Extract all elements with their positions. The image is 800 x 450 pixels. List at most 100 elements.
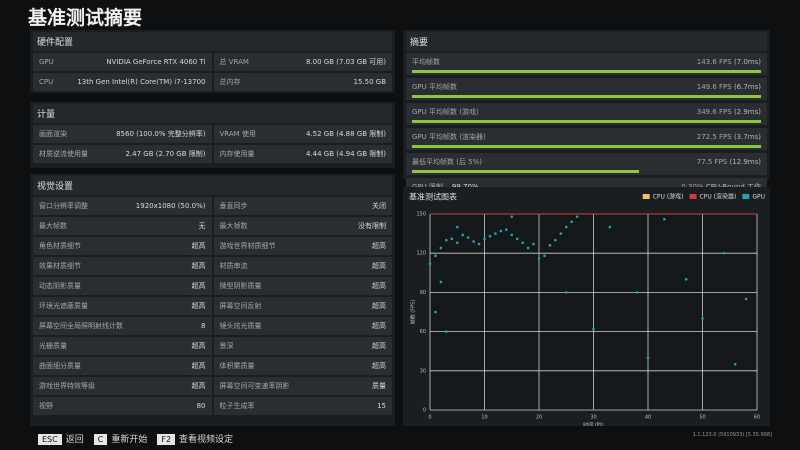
data-point (723, 251, 726, 255)
setting-label: 体积雾质量 (219, 362, 255, 370)
setting-value: 超高 (191, 342, 206, 350)
setting: 光栅质量 超高 (33, 337, 212, 355)
data-point (499, 229, 503, 233)
data-point (548, 244, 552, 247)
data-point (439, 280, 443, 284)
data-point (472, 240, 475, 243)
setting-value: 没有限制 (358, 222, 386, 230)
setting-value: 8.00 GB (7.03 GB 可用) (306, 58, 386, 66)
key: F2 (157, 434, 176, 445)
legend-label: GPU (752, 194, 765, 201)
row: 窗口分辨率调整 1920x1080 (50.0%) 垂直同步 关闭 (33, 197, 392, 215)
summary-line: 平均帧数 143.6 FPS (7.0ms) (412, 56, 761, 67)
data-point (434, 310, 437, 314)
setting-value: 超高 (372, 282, 386, 290)
setting: 总内存 15.50 GB (213, 73, 392, 91)
x-axis-label: 时间 (秒) (583, 422, 604, 427)
key-label: 查看视频设定 (179, 435, 234, 445)
row: 效果材质细节 超高 材质串流 超高 (33, 257, 392, 275)
setting-label: 画面渲染 (39, 130, 67, 138)
fps-bar (412, 95, 761, 98)
panel-title: 硬件配置 (33, 32, 392, 51)
row: 环境光遮蔽质量 超高 屏幕空间反射 超高 (33, 297, 392, 315)
summary-line: GPU 平均帧数 149.6 FPS (6.7ms) (412, 81, 761, 92)
data-point (537, 257, 541, 260)
data-point (575, 215, 579, 218)
setting: 屏幕空间反射 超高 (213, 297, 392, 315)
row: 屏幕空间全局照明射线计数 8 镜头炫光质量 超高 (33, 317, 392, 335)
legend-swatch (642, 194, 650, 199)
frame-time: (3.7ms) (733, 132, 761, 141)
value-group: 349.6 FPS (2.9ms) (697, 108, 761, 116)
key-label: 返回 (65, 435, 84, 445)
legend-label: CPU (游戏) (653, 193, 684, 201)
key-hint: C 重新开始 (93, 432, 148, 445)
setting-label: 光栅质量 (39, 342, 67, 350)
setting: 材质串流 超高 (213, 257, 392, 275)
row: 视野 80 粒子生成率 15 (33, 397, 392, 415)
data-point (466, 236, 470, 239)
footer: ESC 返回 C 重新开始 F2 查看视频设定 (38, 432, 233, 445)
data-point (477, 242, 481, 246)
data-point (608, 225, 612, 229)
hardware-panel: 硬件配置 GPU NVIDIA GeForce RTX 4060 Ti 总 VRAM… (30, 30, 395, 93)
setting-label: 游戏世界特效等级 (39, 382, 95, 390)
key-hint: F2 查看视频设定 (157, 432, 233, 445)
row: 最大帧数 无 最大帧数 没有限制 (33, 217, 392, 235)
rows: GPU NVIDIA GeForce RTX 4060 Ti 总 VRAM 8.00 … (33, 53, 392, 91)
setting-value: 超高 (191, 382, 206, 390)
setting-label: GPU (39, 58, 54, 66)
data-point (733, 362, 737, 366)
summary-rows: 平均帧数 143.6 FPS (7.0ms) GPU 平均帧数 149.6 FPS (… (406, 53, 767, 175)
data-point (646, 356, 650, 360)
value-group: 143.6 FPS (7.0ms) (697, 58, 761, 66)
setting: 曲面细分质量 超高 (33, 357, 212, 375)
row: CPU 13th Gen Intel(R) Core(TM) i7-13700 总内… (33, 73, 392, 91)
label: GPU 平均帧数 (渲染器) (412, 132, 486, 141)
y-tick-label: 60 (420, 329, 426, 335)
panel-title: 计量 (33, 104, 392, 123)
setting: CPU 13th Gen Intel(R) Core(TM) i7-13700 (33, 73, 212, 91)
legend-swatch (689, 194, 697, 199)
setting-value: 无 (198, 222, 206, 230)
setting: 环境光遮蔽质量 超高 (33, 297, 212, 315)
setting-label: 镜头炫光质量 (219, 322, 262, 330)
value: 77.5 FPS (696, 157, 728, 166)
setting: 垂直同步 关闭 (213, 197, 392, 215)
setting-label: 屏幕空间反射 (219, 302, 262, 310)
data-point (564, 291, 568, 294)
data-point (445, 238, 448, 242)
data-point (439, 246, 443, 250)
fps-bar (412, 120, 761, 123)
setting: 屏幕空间全局照明射线计数 8 (33, 317, 212, 335)
data-point (559, 232, 563, 235)
setting-value: 超高 (191, 242, 206, 250)
setting-value: 1920x1080 (50.0%) (135, 202, 206, 210)
setting: 最大帧数 没有限制 (213, 217, 392, 235)
data-point (455, 225, 459, 229)
data-point (494, 232, 497, 235)
setting-value: 超高 (191, 262, 206, 270)
setting: 动态阴影质量 超高 (33, 277, 212, 295)
row: 游戏世界特效等级 超高 屏幕空间可变速率阴影 质量 (33, 377, 392, 395)
data-point (483, 237, 486, 241)
setting-label: CPU (39, 78, 54, 86)
setting-label: 视野 (39, 402, 53, 410)
setting-label: 环境光遮蔽质量 (39, 302, 88, 310)
setting-label: 游戏世界材质细节 (219, 242, 276, 250)
setting: 体积雾质量 超高 (213, 357, 392, 375)
setting-value: 2.47 GB (2.70 GB 限制) (125, 150, 206, 158)
x-tick-label: 10 (481, 415, 487, 421)
setting-label: 角色材质细节 (39, 242, 81, 250)
setting-label: VRAM 使用 (219, 130, 256, 138)
data-point (684, 278, 688, 281)
setting-label: 景深 (219, 342, 234, 350)
data-point (570, 220, 573, 224)
frame-time: (2.9ms) (733, 107, 761, 116)
setting-label: 曲面细分质量 (39, 362, 81, 370)
setting: 游戏世界特效等级 超高 (33, 377, 212, 395)
value: 272.5 FPS (696, 132, 732, 141)
setting: 内存使用量 4.44 GB (4.94 GB 限制) (213, 145, 392, 163)
value: 349.6 FPS (696, 107, 732, 116)
key-label: 重新开始 (111, 435, 148, 445)
